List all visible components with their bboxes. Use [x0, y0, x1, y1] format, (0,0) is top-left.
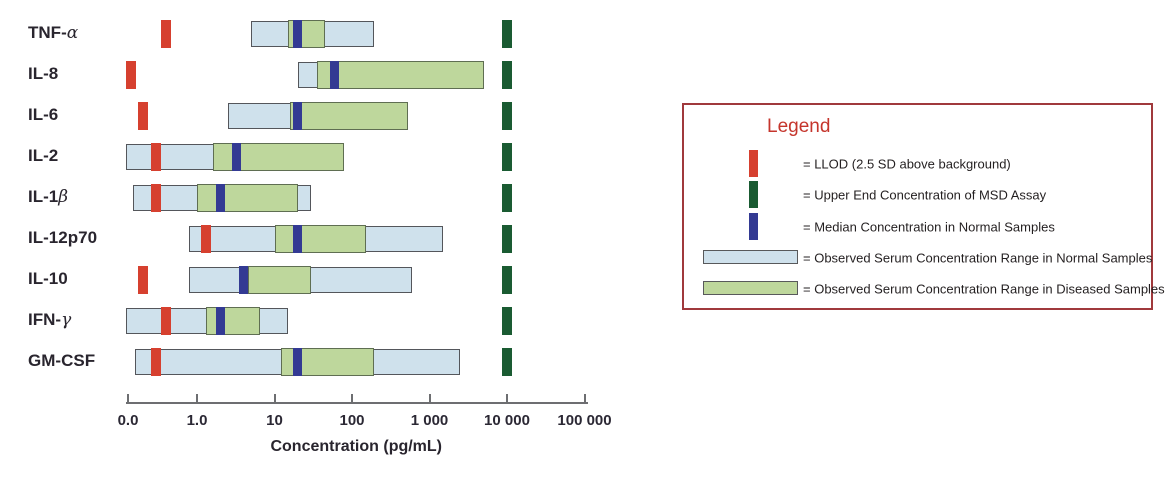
llod-marker-il-8 — [125, 61, 136, 89]
median-marker-il-2 — [231, 143, 241, 171]
x-axis-line — [126, 402, 588, 404]
row-label-ifn-: IFN-γ — [28, 310, 72, 330]
x-axis-tick — [273, 394, 276, 402]
diseased-range-bar-il-12p70 — [274, 225, 366, 253]
upper-end-marker-il-12p70 — [502, 225, 512, 253]
upper-end-marker-tnf- — [502, 20, 512, 48]
row-label-il-10: IL-10 — [28, 269, 68, 288]
legend-item-label: = Median Concentration in Normal Samples — [803, 219, 1055, 235]
upper-end-marker-il-8 — [502, 61, 512, 89]
llod-marker-il-12p70 — [200, 225, 211, 253]
row-label-il-1-: IL-1β — [28, 187, 69, 207]
median-marker-ifn- — [215, 307, 225, 335]
x-axis-title: Concentration (pg/mL) — [270, 438, 443, 455]
upper-end-marker-il-1- — [502, 184, 512, 212]
legend-item-upper-end: = Upper End Concentration of MSD Assay — [684, 181, 1151, 209]
llod-marker-il-2 — [151, 143, 162, 171]
diseased-range-bar-il-8 — [316, 61, 484, 89]
x-axis-tick — [127, 394, 129, 402]
x-axis-tick — [351, 394, 353, 402]
median-marker-il-1- — [215, 184, 225, 212]
row-label-tnf-: TNF-α — [28, 23, 79, 43]
legend-item-label: = LLOD (2.5 SD above background) — [803, 156, 1011, 172]
median-blue-bar-icon — [749, 213, 758, 240]
llod-red-bar-icon — [749, 150, 758, 177]
llod-marker-il-1- — [151, 184, 162, 212]
diseased-range-box-icon — [703, 281, 798, 295]
x-axis-tick — [196, 394, 198, 402]
legend-box: Legend = LLOD (2.5 SD above background) … — [682, 103, 1165, 310]
x-axis-tick — [428, 394, 431, 402]
legend-item-llod: = LLOD (2.5 SD above background) — [684, 150, 1151, 178]
row-label-gm-csf: GM-CSF — [28, 351, 96, 370]
llod-marker-il-10 — [137, 266, 148, 294]
diseased-range-bar-ifn- — [205, 307, 260, 335]
greek-letter: γ — [61, 310, 72, 330]
row-label-il-12p70: IL-12p70 — [28, 228, 98, 247]
median-marker-il-10 — [239, 266, 249, 294]
upper-end-marker-gm-csf — [502, 348, 512, 376]
legend-item-median: = Median Concentration in Normal Samples — [684, 213, 1151, 241]
diseased-range-bar-il-10 — [247, 266, 312, 294]
llod-marker-ifn- — [161, 307, 172, 335]
median-marker-tnf- — [293, 20, 303, 48]
greek-letter: α — [66, 23, 79, 43]
row-label-il-8: IL-8 — [28, 64, 59, 83]
x-axis-tick-label: 1.0 — [186, 412, 208, 429]
llod-marker-il-6 — [137, 102, 148, 130]
normal-range-box-icon — [703, 250, 798, 264]
upper-end-marker-il-2 — [502, 143, 512, 171]
median-marker-il-6 — [293, 102, 303, 130]
legend-item-diseased-range: = Observed Serum Concentration Range in … — [684, 275, 1165, 303]
median-marker-gm-csf — [293, 348, 303, 376]
x-axis-tick-label: 100 — [339, 412, 365, 429]
llod-marker-tnf- — [161, 20, 172, 48]
x-axis-tick-label: 0.0 — [117, 412, 139, 429]
x-axis-tick-label: 10 — [266, 412, 283, 429]
legend-item-label: = Upper End Concentration of MSD Assay — [803, 187, 1047, 203]
x-axis-tick-label: 10 000 — [484, 412, 530, 429]
median-marker-il-8 — [330, 61, 340, 89]
llod-marker-gm-csf — [151, 348, 162, 376]
diseased-range-bar-il-6 — [290, 102, 409, 130]
legend-title: Legend — [767, 116, 831, 137]
upper-end-marker-il-10 — [502, 266, 512, 294]
greek-letter: β — [58, 187, 69, 207]
legend-item-normal-range: = Observed Serum Concentration Range in … — [684, 244, 1153, 272]
legend-item-label: = Observed Serum Concentration Range in … — [803, 250, 1153, 266]
upper-end-green-bar-icon — [749, 181, 758, 208]
upper-end-marker-il-6 — [502, 102, 512, 130]
median-marker-il-12p70 — [293, 225, 303, 253]
x-axis-tick — [583, 394, 586, 402]
upper-end-marker-ifn- — [502, 307, 512, 335]
x-axis-tick-label: 1 000 — [410, 412, 449, 429]
x-axis-tick — [506, 394, 508, 402]
legend-item-label: = Observed Serum Concentration Range in … — [803, 281, 1165, 297]
diseased-range-bar-il-1- — [197, 184, 298, 212]
x-axis-tick-label: 100 000 — [557, 412, 612, 429]
row-label-il-6: IL-6 — [28, 105, 59, 124]
row-label-il-2: IL-2 — [28, 146, 59, 165]
